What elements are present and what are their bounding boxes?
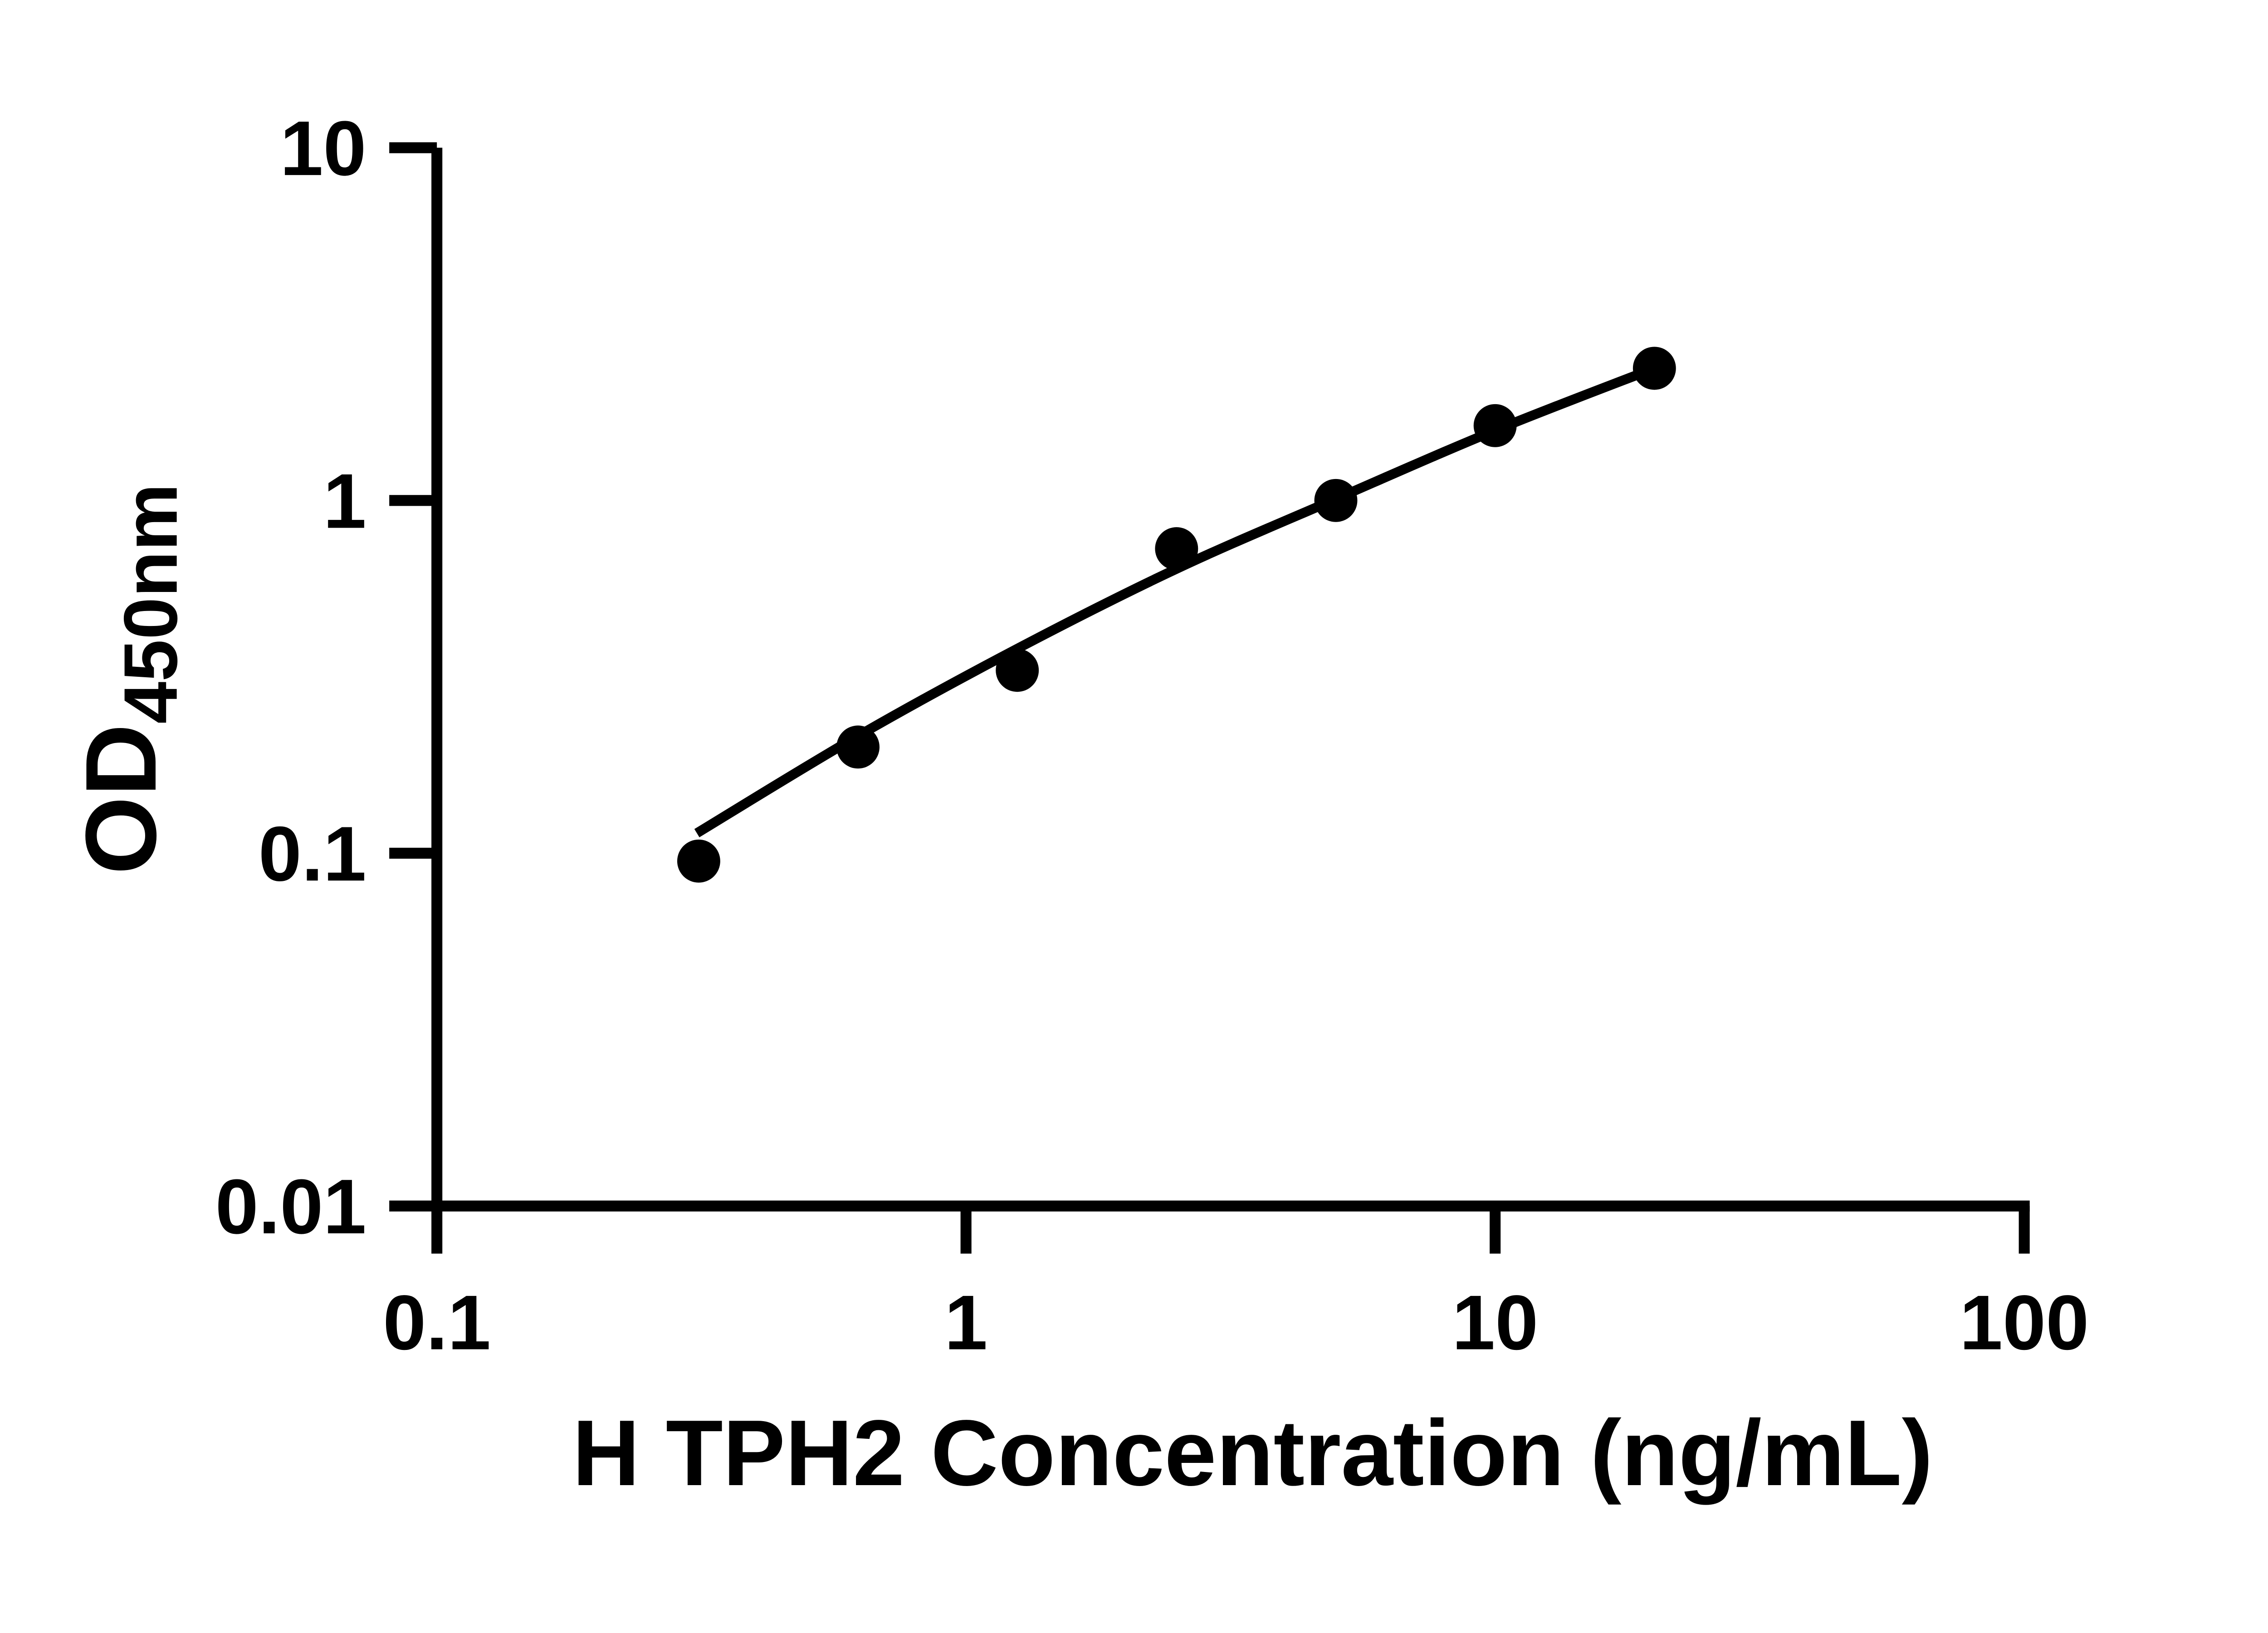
y-axis-title: OD450nm xyxy=(64,484,193,875)
x-tick-label: 1 xyxy=(944,1280,987,1366)
data-point xyxy=(1633,347,1676,390)
x-tick-label: 10 xyxy=(1452,1280,1538,1366)
data-point xyxy=(1473,404,1517,447)
data-point xyxy=(836,725,880,769)
x-tick-label: 100 xyxy=(1960,1280,2089,1366)
y-axis-title-subscript: 450nm xyxy=(109,484,193,724)
y-tick-label: 0.1 xyxy=(259,811,367,897)
data-point xyxy=(677,839,720,883)
y-tick-label: 1 xyxy=(323,458,366,545)
x-tick-label: 0.1 xyxy=(383,1280,491,1366)
y-tick-label: 10 xyxy=(280,105,366,192)
y-tick-label: 0.01 xyxy=(215,1164,367,1250)
data-point xyxy=(996,649,1039,692)
elisa-standard-curve-figure: 0.1 1 10 100 0.01 0.1 1 10 H TPH2 Concentration … xyxy=(64,105,2089,1505)
data-point xyxy=(1155,527,1198,571)
x-axis-title: H TPH2 Concentration (ng/mL) xyxy=(572,1400,1933,1505)
y-axis-title-main: OD xyxy=(64,724,177,875)
data-point xyxy=(1314,479,1358,522)
